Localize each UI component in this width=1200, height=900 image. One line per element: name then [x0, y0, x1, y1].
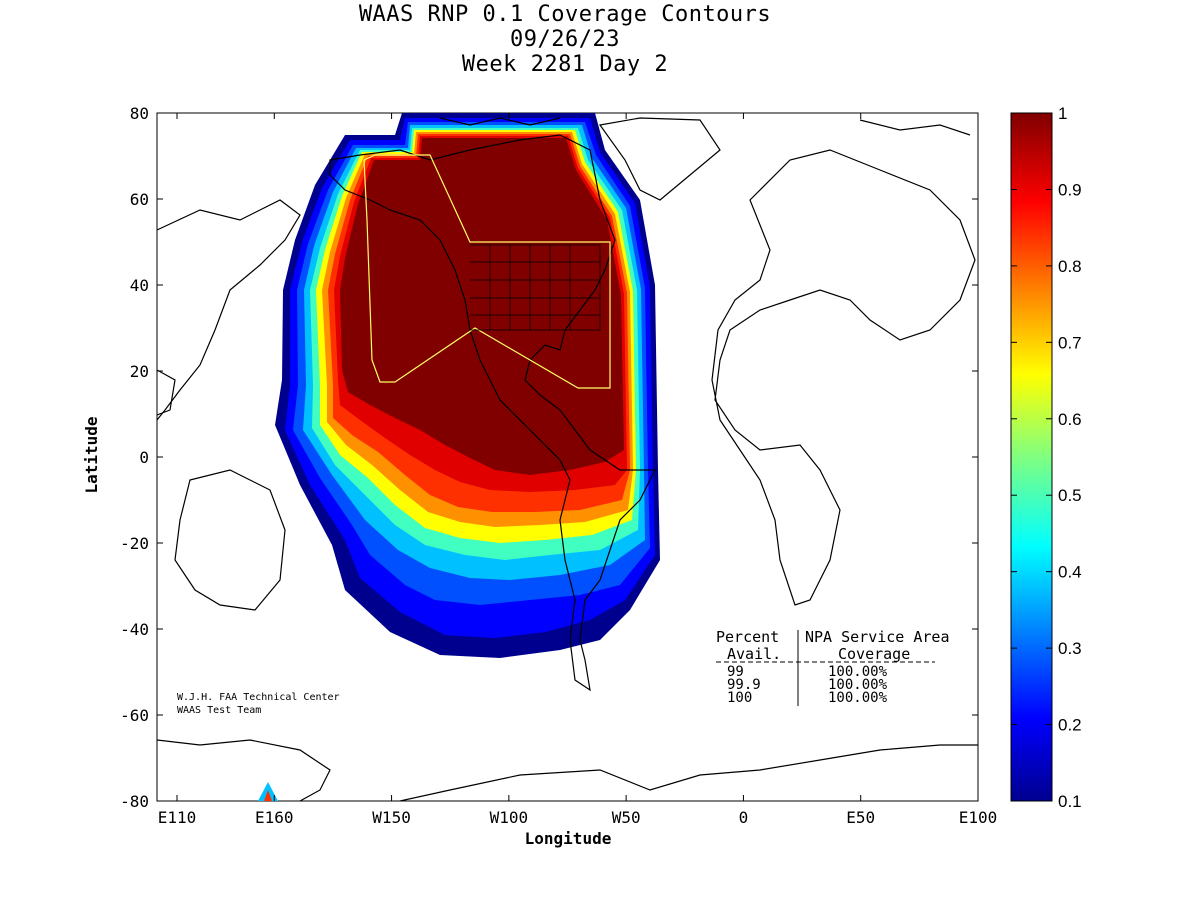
y-tick-label: -80 [120, 792, 149, 811]
y-tick-label: 40 [130, 276, 149, 295]
colorbar-tick-label: 0.2 [1058, 716, 1082, 735]
x-tick-label: E160 [255, 808, 294, 827]
y-axis-ticks: 80 60 40 20 0 -20 -40 -60 -80 [120, 104, 978, 811]
stats-row-1-coverage: 100.00% [828, 664, 888, 680]
stats-row-3-coverage: 100.00% [828, 690, 888, 706]
x-tick-label: W100 [490, 808, 529, 827]
stats-table: Percent NPA Service Area Avail. Coverage… [716, 628, 950, 706]
y-tick-label: 60 [130, 190, 149, 209]
y-tick-label: -20 [120, 534, 149, 553]
contour-blob-antarctic-core [264, 790, 272, 801]
y-tick-label: -60 [120, 706, 149, 725]
colorbar-tick-label: 0.6 [1058, 410, 1082, 429]
x-axis-ticks: E110 E160 W150 W100 W50 0 E50 E100 [158, 113, 998, 827]
y-tick-label: 20 [130, 362, 149, 381]
x-tick-label: E50 [846, 808, 875, 827]
colorbar-tick-label: 0.3 [1058, 639, 1082, 658]
colorbar [1010, 112, 1053, 802]
x-tick-label: E110 [158, 808, 197, 827]
chart-title-line-1: WAAS RNP 0.1 Coverage Contours [358, 2, 772, 27]
colorbar-tick-label: 0.8 [1058, 257, 1082, 276]
colorbar-tick-label: 1 [1058, 104, 1067, 123]
contour-band-1.0 [340, 138, 624, 475]
chart-title-date: 09/26/23 [510, 27, 620, 52]
colorbar-tick-label: 0.9 [1058, 180, 1082, 199]
x-tick-label: W150 [372, 808, 411, 827]
stats-header-right: NPA Service Area [805, 628, 950, 646]
y-tick-label: 80 [130, 104, 149, 123]
x-tick-label: 0 [739, 808, 749, 827]
chart-title-week: Week 2281 Day 2 [461, 52, 669, 77]
colorbar-ticks: 1 0.9 0.8 0.7 0.6 0.5 0.4 0.3 0.2 0.1 [1011, 104, 1082, 811]
y-axis-label: Latitude [82, 416, 101, 493]
stats-row-3-avail: 100 [727, 690, 752, 706]
colorbar-tick-label: 0.5 [1058, 486, 1082, 505]
stats-sub-right: Coverage [838, 645, 910, 663]
credit-line-1: W.J.H. FAA Technical Center [177, 692, 340, 703]
x-tick-label: E100 [959, 808, 998, 827]
stats-header-left: Percent [716, 628, 779, 646]
colorbar-tick-label: 0.1 [1058, 792, 1082, 811]
stats-row-2-coverage: 100.00% [828, 677, 888, 693]
stats-row-2-avail: 99.9 [727, 677, 761, 693]
x-tick-label: W50 [612, 808, 641, 827]
colorbar-tick-label: 0.7 [1058, 333, 1082, 352]
coastlines [157, 117, 978, 801]
us-state-borders [470, 244, 601, 331]
colorbar-tick-label: 0.4 [1058, 563, 1082, 582]
y-tick-label: 0 [139, 448, 149, 467]
stats-row-1-avail: 99 [727, 664, 744, 680]
credit-line-2: WAAS Test Team [177, 705, 261, 716]
y-tick-label: -40 [120, 620, 149, 639]
x-axis-label: Longitude [525, 829, 612, 848]
stats-sub-left: Avail. [727, 645, 781, 663]
service-area-outline [363, 154, 611, 389]
map-layer [157, 113, 978, 801]
